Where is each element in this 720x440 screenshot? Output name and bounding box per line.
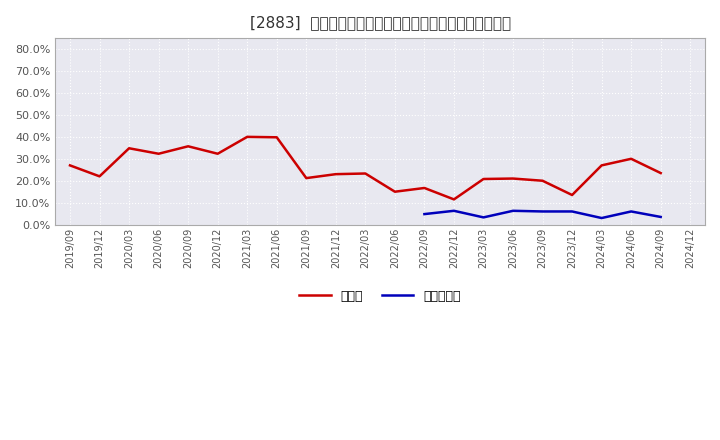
- 現頲金: [331, 172, 340, 177]
- 現頲金: [509, 176, 518, 181]
- 現頲金: [627, 156, 636, 161]
- 有利子負債: [420, 212, 428, 217]
- 有利子負債: [598, 216, 606, 221]
- Line: 有利子負債: 有利子負債: [424, 211, 661, 218]
- 現頲金: [184, 143, 192, 149]
- 現頲金: [480, 176, 488, 182]
- 有利子負債: [657, 214, 665, 220]
- 現頲金: [302, 176, 310, 181]
- Line: 現頲金: 現頲金: [70, 137, 661, 199]
- 現頲金: [539, 178, 547, 183]
- 現頲金: [272, 135, 281, 140]
- 有利子負債: [509, 208, 518, 213]
- 現頲金: [420, 185, 428, 191]
- 現頲金: [66, 163, 74, 168]
- 有利子負債: [568, 209, 577, 214]
- 有利子負債: [627, 209, 636, 214]
- 現頲金: [213, 151, 222, 156]
- 有利子負債: [539, 209, 547, 214]
- 現頲金: [154, 151, 163, 156]
- 有利子負債: [480, 215, 488, 220]
- 現頲金: [568, 192, 577, 198]
- 現頲金: [361, 171, 369, 176]
- 現頲金: [243, 134, 251, 139]
- Legend: 現頲金, 有利子負債: 現頲金, 有利子負債: [294, 285, 466, 308]
- 現頲金: [390, 189, 399, 194]
- 現頲金: [657, 170, 665, 176]
- Title: [2883]  現頲金、有利子負債の総資産に対する比率の推移: [2883] 現頲金、有利子負債の総資産に対する比率の推移: [250, 15, 510, 30]
- 現頲金: [449, 197, 458, 202]
- 現頲金: [598, 163, 606, 168]
- 有利子負債: [449, 208, 458, 213]
- 現頲金: [125, 146, 133, 151]
- 現頲金: [95, 174, 104, 179]
